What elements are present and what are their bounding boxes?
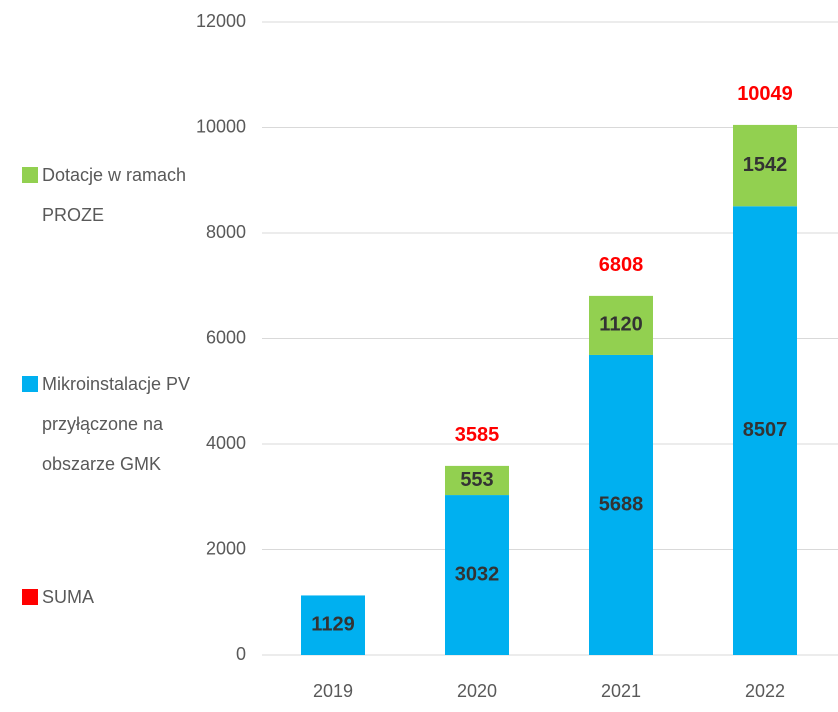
y-tick-label: 0	[236, 644, 246, 664]
total-label: 6808	[599, 254, 644, 276]
legend-label: Dotacje w ramach PROZE	[42, 165, 187, 225]
legend-item: Mikroinstalacje PV przyłączone na obszar…	[22, 364, 217, 484]
bar-segment	[733, 124, 797, 207]
y-tick-label: 12000	[196, 11, 246, 31]
total-label: 3585	[455, 424, 500, 446]
legend-label: SUMA	[42, 587, 95, 607]
bar-segment	[445, 495, 509, 655]
legend-item: Dotacje w ramach PROZE	[22, 155, 217, 235]
data-label: 553	[460, 469, 493, 491]
bar-segment	[445, 465, 509, 496]
legend-label: Mikroinstalacje PV przyłączone na obszar…	[42, 374, 191, 474]
data-label: 1542	[743, 154, 788, 176]
y-tick-label: 8000	[206, 222, 246, 242]
x-tick-label: 2020	[457, 681, 497, 701]
legend-swatch	[22, 376, 38, 392]
y-tick-label: 6000	[206, 327, 246, 347]
data-label: 1129	[311, 614, 354, 636]
y-tick-label: 4000	[206, 433, 246, 453]
x-tick-label: 2021	[601, 681, 641, 701]
y-tick-label: 10000	[196, 116, 246, 136]
y-tick-label: 2000	[206, 538, 246, 558]
bar-segment	[589, 295, 653, 355]
total-label: 10049	[737, 83, 793, 105]
x-tick-label: 2019	[313, 681, 353, 701]
bar-segment	[589, 354, 653, 655]
legend-swatch	[22, 589, 38, 605]
x-tick-label: 2022	[745, 681, 785, 701]
data-label: 3032	[455, 563, 500, 585]
data-label: 8507	[743, 419, 788, 441]
bar-segment	[301, 595, 365, 655]
legend-item: SUMA	[22, 577, 217, 617]
data-label: 1120	[599, 314, 642, 336]
data-label: 5688	[599, 493, 644, 515]
legend-swatch	[22, 167, 38, 183]
bar-segment	[733, 206, 797, 656]
